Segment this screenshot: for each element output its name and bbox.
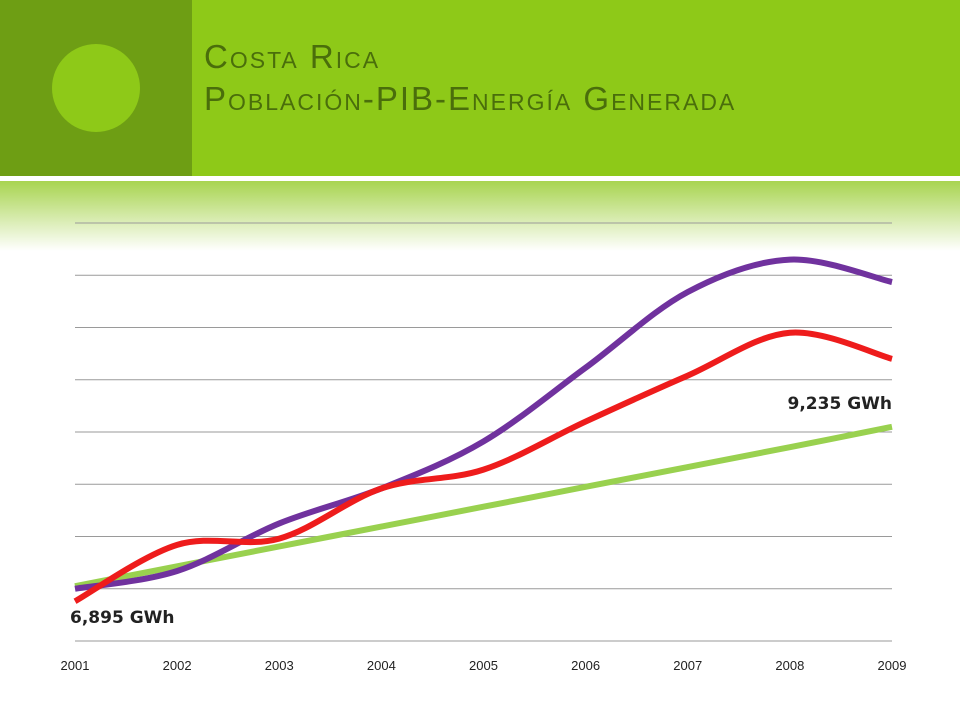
banner-accent-block bbox=[0, 0, 192, 176]
decorative-circle bbox=[52, 44, 140, 132]
series-line-red bbox=[73, 329, 893, 604]
series-line-purple bbox=[74, 256, 893, 592]
x-tick-label: 2009 bbox=[878, 658, 907, 673]
header-divider bbox=[0, 176, 960, 181]
x-tick-label: 2008 bbox=[775, 658, 804, 673]
x-tick-label: 2005 bbox=[469, 658, 498, 673]
title-banner: Costa Rica Población-PIB-Energía Generad… bbox=[0, 0, 960, 176]
x-tick-label: 2003 bbox=[265, 658, 294, 673]
x-tick-label: 2007 bbox=[673, 658, 702, 673]
slide-title-line-1: Costa Rica bbox=[204, 38, 381, 75]
x-tick-label: 2006 bbox=[571, 658, 600, 673]
annotation-end-value: 9,235 GWh bbox=[788, 394, 893, 414]
x-tick-label: 2002 bbox=[163, 658, 192, 673]
header-gradient-band bbox=[0, 181, 960, 251]
x-tick-label: 2001 bbox=[61, 658, 90, 673]
slide-title-line-2: Población-PIB-Energía Generada bbox=[204, 80, 737, 117]
x-tick-label: 2004 bbox=[367, 658, 396, 673]
annotation-start-value: 6,895 GWh bbox=[70, 608, 175, 628]
